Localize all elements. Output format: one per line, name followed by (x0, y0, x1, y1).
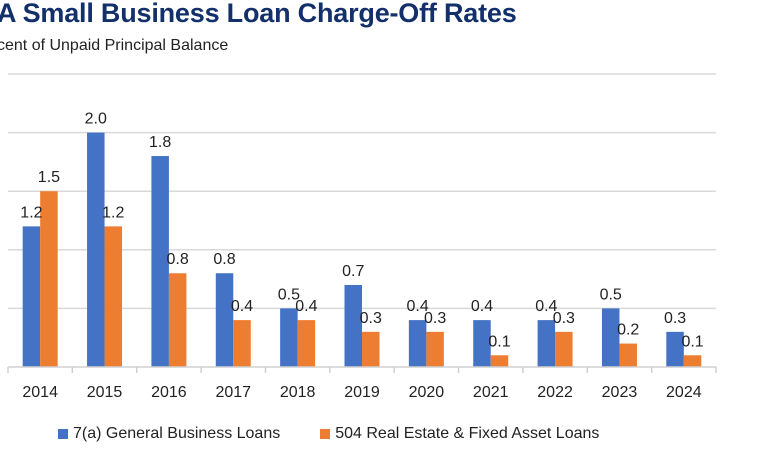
legend-swatch-504 (320, 429, 331, 439)
data-label: 0.8 (167, 251, 189, 268)
data-label: 0.2 (617, 322, 639, 339)
bar-504 (619, 343, 637, 367)
bar-504 (168, 273, 187, 367)
data-label: 1.2 (20, 204, 42, 221)
x-tick-label: 2018 (280, 384, 316, 401)
legend: 7(a) General Business Loans 504 Real Est… (58, 425, 599, 443)
bar-504 (555, 331, 573, 367)
legend-swatch-7a (58, 429, 68, 439)
bar-7a (408, 320, 427, 367)
x-tick-label: 2017 (215, 384, 251, 401)
data-label: 0.3 (424, 310, 446, 327)
data-label: 0.4 (535, 298, 557, 315)
bar-504 (426, 331, 444, 367)
x-tick-label: 2014 (22, 384, 58, 401)
x-tick-label: 2016 (151, 384, 187, 401)
bar-7a (87, 132, 105, 367)
data-label: 0.4 (406, 298, 428, 315)
bar-504 (362, 331, 380, 367)
bar-7a (151, 156, 169, 367)
legend-label-7a: 7(a) General Business Loans (73, 425, 281, 442)
data-labels: 1.22.01.80.80.50.70.4 0.4 0.40.50.31.51.20… (20, 111, 703, 351)
data-label: 0.4 (231, 298, 253, 315)
x-tick-label: 2020 (409, 384, 445, 401)
x-tick-label: 2022 (537, 384, 573, 401)
x-tick-label: 2019 (344, 384, 380, 401)
data-label: 0.1 (681, 333, 703, 350)
data-label: 0.3 (664, 310, 686, 327)
x-tick-label: 2015 (87, 384, 123, 401)
bar-7a (473, 320, 491, 367)
x-tick-label: 2023 (602, 384, 638, 401)
bar-7a (666, 331, 684, 367)
bar-7a (537, 320, 556, 367)
data-label: 0.7 (342, 263, 364, 280)
chart-subtitle: cent of Unpaid Principal Balance (0, 37, 229, 54)
data-label: 0.3 (360, 310, 382, 327)
legend-label-504: 504 Real Estate & Fixed Asset Loans (335, 425, 600, 442)
bar-504 (40, 191, 58, 367)
bars (22, 132, 702, 367)
data-label: 0.4 (471, 298, 493, 315)
data-label: 1.5 (38, 169, 60, 186)
bar-504 (683, 355, 702, 367)
bar-7a (215, 273, 234, 367)
legend-item-7a: 7(a) General Business Loans (58, 425, 280, 443)
data-label: 0.5 (278, 286, 300, 303)
bar-504 (104, 226, 123, 367)
data-label: 0.3 (553, 310, 575, 327)
data-label: 0.8 (213, 251, 235, 268)
chart-title: A Small Business Loan Charge-Off Rates (0, 0, 517, 28)
data-label: 0.1 (488, 333, 510, 350)
bar-7a (280, 308, 298, 367)
data-label: 1.8 (149, 134, 171, 151)
data-label: 1.2 (102, 204, 124, 221)
data-label: 0.5 (600, 286, 622, 303)
x-tick-label: 2024 (666, 384, 702, 401)
bar-504 (297, 320, 316, 367)
bar-504 (490, 355, 509, 367)
bar-7a (344, 284, 362, 367)
data-label: 2.0 (85, 111, 107, 128)
data-label: 0.4 (295, 298, 317, 315)
bar-7a (22, 226, 41, 367)
x-axis: 2014 2015 2016 2017 2018 2019 2020 2021 2022 2023… (7, 366, 717, 401)
legend-item-504: 504 Real Estate & Fixed Asset Loans (320, 425, 599, 443)
x-tick-label: 2021 (473, 384, 509, 401)
bar-504 (233, 320, 251, 367)
bar-7a (601, 308, 620, 367)
